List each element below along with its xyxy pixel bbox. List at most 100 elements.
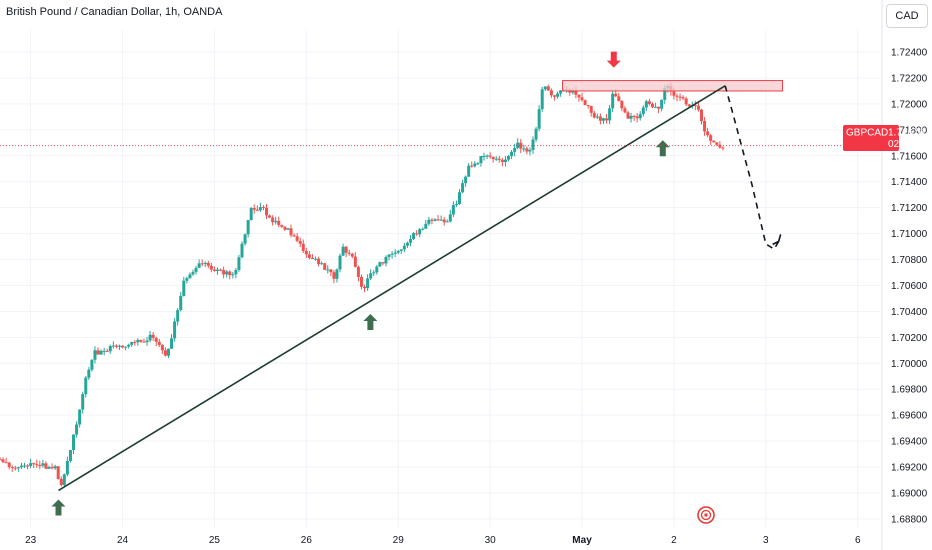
candle-body-up [457, 192, 461, 204]
candle-body-down [35, 464, 39, 466]
candle-body-up [372, 272, 376, 274]
candle-body-down [552, 95, 556, 97]
candle-body-up [78, 409, 82, 425]
candle-body-up [528, 149, 532, 152]
price-tag-bg [843, 125, 899, 151]
candle-body-up [231, 274, 235, 276]
candle-body-up [522, 148, 526, 150]
candle-body-up [240, 243, 244, 258]
x-tick-label: 2 [671, 535, 677, 546]
candle-body-down [577, 94, 581, 98]
candle-body-up [390, 253, 394, 255]
x-tick-label: 23 [25, 535, 37, 546]
candle-body-up [185, 278, 189, 281]
candle-body-down [684, 98, 688, 105]
candle-body-up [531, 139, 535, 150]
price-tag-countdown: 02:57 [888, 139, 913, 150]
candle-body-down [635, 116, 639, 119]
candle-body-up [402, 245, 406, 250]
candle-body-down [32, 463, 36, 465]
price-axis[interactable]: 1.72400 1.72200 1.72000 1.71800 1.71600 1.714… [891, 48, 928, 526]
candle-body-down [415, 233, 419, 235]
price-tag-price: 1.71678 [888, 128, 925, 139]
resistance-zone [562, 80, 784, 92]
candle-body-up [638, 114, 642, 119]
candle-body-down [151, 334, 155, 338]
candle-body-up [72, 434, 76, 451]
candle-body-down [323, 263, 327, 270]
candle-body-down [280, 225, 284, 227]
candle-body-up [375, 266, 379, 273]
y-tick-label: 1.69000 [891, 488, 928, 499]
candle-body-up [127, 344, 131, 347]
candle-body-down [657, 106, 661, 109]
x-tick-label: 26 [301, 535, 313, 546]
candle-body-down [133, 341, 137, 343]
candle-body-down [546, 86, 550, 91]
candle-body-down [56, 466, 60, 479]
candle-body-up [448, 214, 452, 222]
candle-body-down [163, 350, 167, 356]
candle-body-up [176, 310, 180, 322]
candle-body-down [703, 121, 707, 132]
y-tick-label: 1.69200 [891, 463, 928, 474]
candle-body-down [580, 97, 584, 101]
candle-body-up [595, 116, 599, 118]
candle-body-down [647, 101, 651, 104]
candle-body-up [246, 220, 250, 235]
tradingview-logo-icon[interactable] [697, 506, 715, 524]
candle-body-down [699, 109, 703, 122]
candle-body-down [623, 108, 627, 113]
candle-body-down [549, 90, 553, 96]
currency-button[interactable]: CAD [886, 4, 928, 28]
candle-body-up [47, 467, 51, 469]
candle-body-down [283, 226, 287, 230]
candle-body-down [154, 337, 158, 342]
candle-body-up [148, 334, 152, 341]
candle-body-up [102, 350, 106, 352]
candle-body-up [482, 155, 486, 157]
candle-body-down [356, 266, 360, 277]
y-tick-label: 1.70000 [891, 359, 928, 370]
candle-body-up [540, 89, 544, 110]
candle-body-up [660, 99, 664, 109]
candle-body-down [353, 256, 357, 267]
y-tick-label: 1.69600 [891, 411, 928, 422]
candle-body-up [335, 269, 339, 279]
candle-body-down [620, 100, 624, 109]
candle-body-down [709, 135, 713, 141]
candle-body-down [347, 252, 351, 254]
x-tick-label: May [572, 535, 592, 546]
candle-body-up [516, 142, 520, 148]
candle-body-up [111, 345, 115, 347]
time-axis[interactable]: 23 24 25 26 29 30 May 2 3 6 [25, 535, 861, 546]
candle-body-down [617, 96, 621, 101]
candle-body-up [421, 228, 425, 230]
chart-title: British Pound / Canadian Dollar, 1h, OAN… [6, 6, 223, 18]
candle-body-up [145, 340, 149, 343]
candle-body-up [188, 274, 192, 279]
candle-body-down [715, 142, 719, 145]
candle-body-up [124, 346, 128, 348]
y-tick-label: 1.69800 [891, 385, 928, 396]
candle-body-up [439, 219, 443, 221]
candle-body-up [601, 118, 605, 121]
y-tick-label: 1.72200 [891, 73, 928, 84]
candle-body-down [687, 104, 691, 107]
candle-body-up [464, 176, 468, 184]
candle-body-down [142, 341, 146, 343]
y-tick-label: 1.70800 [891, 255, 928, 266]
candle-body-up [16, 467, 20, 469]
x-tick-label: 25 [209, 535, 221, 546]
candle-body-up [338, 255, 342, 270]
candle-body-up [473, 163, 477, 167]
price-tag-symbol: GBPCAD [846, 128, 888, 139]
candle-body-down [706, 131, 710, 136]
candle-body-down [298, 240, 302, 244]
candle-body-down [332, 272, 336, 279]
candle-body-up [314, 258, 318, 260]
candle-body-down [329, 269, 333, 273]
candle-body-down [96, 350, 100, 355]
candle-body-down [206, 262, 210, 266]
